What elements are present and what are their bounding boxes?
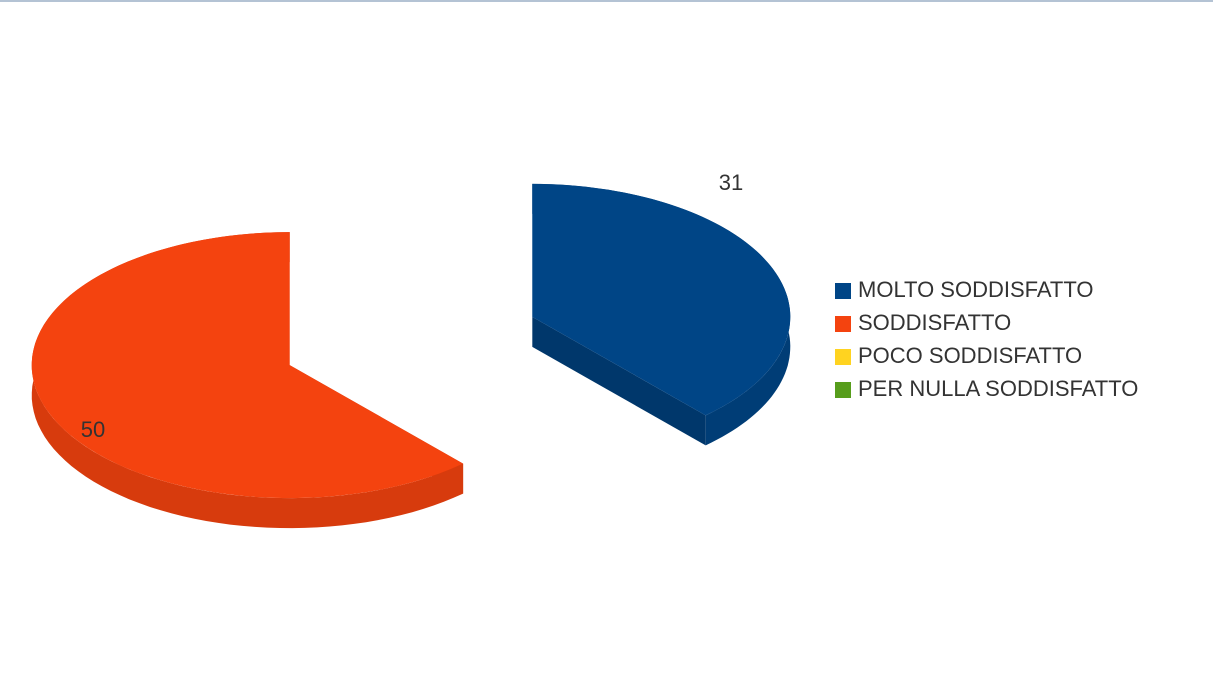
slice-cut-wall: [532, 316, 706, 446]
slice: [31, 232, 464, 499]
legend-label: SODDISFATTO: [858, 310, 1011, 335]
data-label: 50: [81, 417, 105, 442]
legend-swatch: [835, 382, 851, 398]
slice: [532, 183, 791, 416]
legend-label: PER NULLA SODDISFATTO: [858, 376, 1138, 401]
legend-label: MOLTO SODDISFATTO: [858, 277, 1094, 302]
top-border: [0, 0, 1213, 2]
legend-swatch: [835, 349, 851, 365]
legend-swatch: [835, 316, 851, 332]
data-label: 31: [719, 170, 743, 195]
slice-side: [31, 232, 464, 529]
legend-label: POCO SODDISFATTO: [858, 343, 1082, 368]
legend-swatch: [835, 283, 851, 299]
